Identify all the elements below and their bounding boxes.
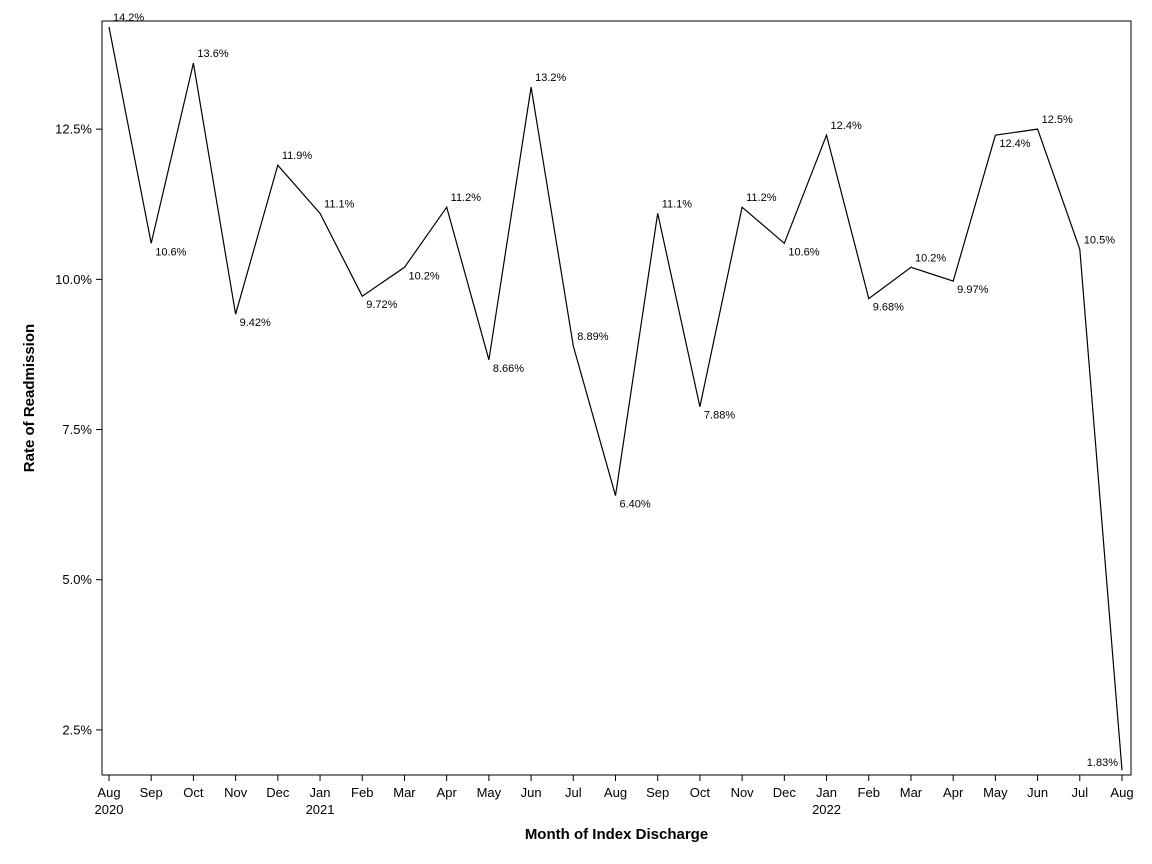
x-tick-label: Jun <box>521 785 542 800</box>
data-label: 10.6% <box>155 246 186 258</box>
x-tick-label: Jul <box>1071 785 1088 800</box>
data-label: 9.68% <box>873 302 904 314</box>
data-label: 8.89% <box>577 331 608 343</box>
x-tick-label: Apr <box>943 785 964 800</box>
x-tick-label: Aug <box>97 785 120 800</box>
data-label: 10.5% <box>1084 234 1115 246</box>
x-tick-label: Mar <box>900 785 923 800</box>
y-tick-label: 2.5% <box>62 722 92 737</box>
x-tick-label: Jul <box>565 785 582 800</box>
data-label: 11.2% <box>746 192 777 204</box>
x-tick-label: Jun <box>1027 785 1048 800</box>
x-tick-label: Feb <box>858 785 880 800</box>
data-label: 11.2% <box>451 192 482 204</box>
x-tick-label: May <box>477 785 502 800</box>
data-label: 11.9% <box>282 150 313 162</box>
x-year-label: 2020 <box>95 802 124 817</box>
x-tick-label: Oct <box>183 785 204 800</box>
data-label: 9.97% <box>957 284 988 296</box>
x-year-label: 2021 <box>306 802 335 817</box>
data-labels: 14.2% 10.6% 13.6% 9.42% 11.9% 11.1% 9.72% 10.2%… <box>113 12 1118 769</box>
data-label: 6.40% <box>620 499 651 511</box>
data-label: 10.6% <box>788 246 819 258</box>
data-label: 12.5% <box>1042 114 1073 126</box>
y-tick-label: 7.5% <box>62 422 92 437</box>
x-tick-label: May <box>983 785 1008 800</box>
plot-area <box>101 20 1132 776</box>
data-label: 12.4% <box>831 120 862 132</box>
data-label: 10.2% <box>408 270 439 282</box>
x-year-label: 2022 <box>812 802 841 817</box>
x-tick-label: Dec <box>773 785 797 800</box>
data-label: 10.2% <box>915 252 946 264</box>
data-label: 8.66% <box>493 363 524 375</box>
data-label: 13.6% <box>197 48 228 60</box>
x-tick-label: Nov <box>731 785 755 800</box>
x-axis-title: Month of Index Discharge <box>525 826 708 843</box>
data-label: 14.2% <box>113 12 144 24</box>
x-tick-label: Oct <box>690 785 711 800</box>
y-axis: 2.5% 5.0% 7.5% 10.0% 12.5% <box>55 122 102 737</box>
data-label: 13.2% <box>535 72 566 84</box>
series-line <box>108 26 1123 771</box>
data-label: 1.83% <box>1087 757 1118 769</box>
x-tick-label: Aug <box>604 785 627 800</box>
x-tick-label: Sep <box>646 785 669 800</box>
x-tick-label: Feb <box>351 785 373 800</box>
x-tick-label: Nov <box>224 785 248 800</box>
x-tick-label: Aug <box>1110 785 1133 800</box>
data-label: 9.42% <box>240 317 271 329</box>
data-label: 7.88% <box>704 410 735 422</box>
x-tick-label: Mar <box>393 785 416 800</box>
data-label: 12.4% <box>999 138 1030 150</box>
x-tick-label: Apr <box>437 785 458 800</box>
y-tick-label: 5.0% <box>62 572 92 587</box>
x-tick-label: Jan <box>816 785 837 800</box>
data-label: 11.1% <box>662 198 693 210</box>
data-label: 11.1% <box>324 198 355 210</box>
y-tick-label: 10.0% <box>55 272 92 287</box>
x-tick-label: Sep <box>140 785 163 800</box>
x-tick-label: Dec <box>266 785 290 800</box>
x-axis: Aug Sep Oct Nov Dec Jan Feb Mar Apr May Jun Jul Aug S… <box>95 775 1134 817</box>
y-tick-label: 12.5% <box>55 122 92 137</box>
data-label: 9.72% <box>366 299 397 311</box>
y-axis-title: Rate of Readmission <box>21 324 38 472</box>
x-tick-label: Jan <box>310 785 331 800</box>
